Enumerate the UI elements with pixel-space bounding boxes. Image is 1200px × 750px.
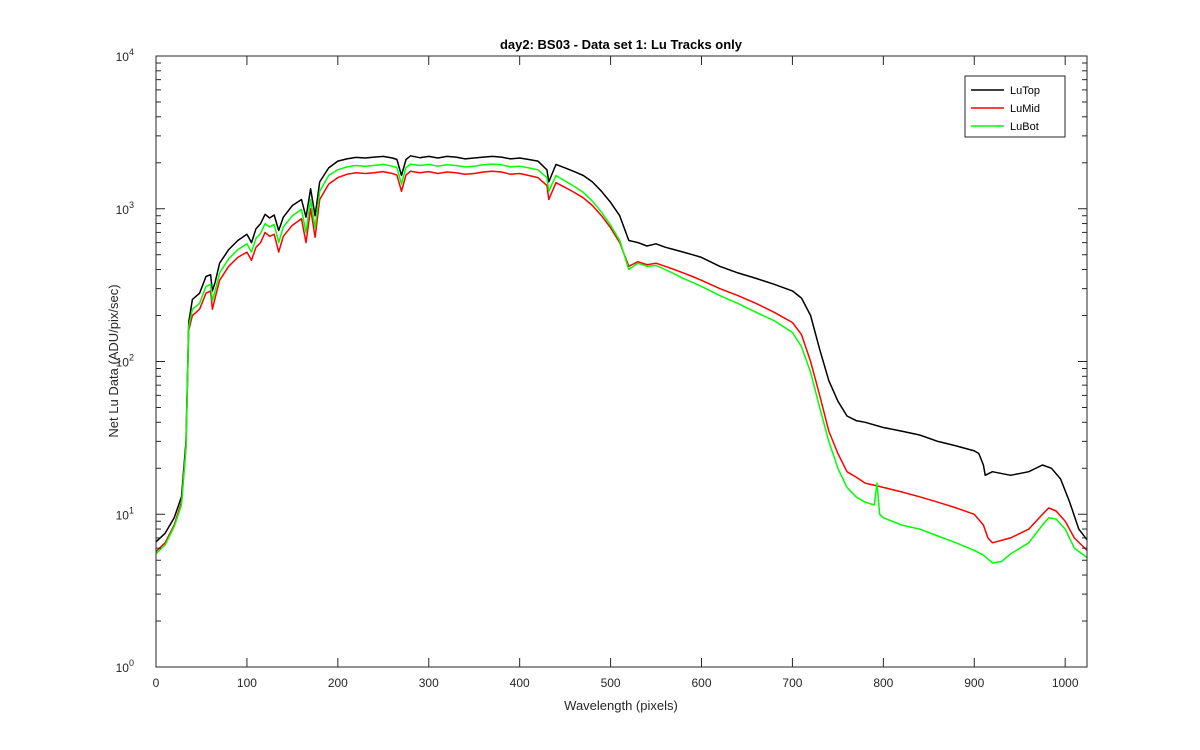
x-tick-labels: 0 100 200 300 400 500 600 700 800 900 1000 bbox=[153, 676, 1079, 690]
legend-label-lubot: LuBot bbox=[1010, 121, 1039, 133]
legend-items: LuTop LuMid LuBot bbox=[971, 85, 1040, 133]
y-tick-label: 103 bbox=[116, 200, 134, 217]
x-tick-label: 600 bbox=[691, 676, 711, 690]
y-tick-label: 104 bbox=[116, 47, 134, 64]
legend-label-lutop: LuTop bbox=[1010, 85, 1040, 97]
series-layer bbox=[155, 155, 1088, 564]
tick-layer bbox=[155, 55, 1087, 668]
legend: LuTop LuMid LuBot bbox=[964, 75, 1066, 138]
x-tick-label: 300 bbox=[419, 676, 439, 690]
y-tick-label: 102 bbox=[116, 353, 134, 370]
legend-box bbox=[964, 75, 1066, 138]
series-line-lumid bbox=[155, 170, 1088, 553]
x-tick-label: 800 bbox=[873, 676, 893, 690]
plot-area bbox=[156, 56, 1087, 667]
series-line-lubot bbox=[155, 163, 1088, 564]
legend-label-lumid: LuMid bbox=[1010, 103, 1040, 115]
y-tick-label: 100 bbox=[116, 658, 134, 675]
x-tick-label: 100 bbox=[237, 676, 257, 690]
x-tick-label: 200 bbox=[328, 676, 348, 690]
chart-title: day2: BS03 - Data set 1: Lu Tracks only bbox=[500, 37, 743, 52]
y-tick-label: 101 bbox=[116, 505, 134, 522]
x-axis-title: Wavelength (pixels) bbox=[564, 698, 678, 713]
x-tick-label: 500 bbox=[601, 676, 621, 690]
x-tick-label: 900 bbox=[964, 676, 984, 690]
x-tick-label: 400 bbox=[510, 676, 530, 690]
x-tick-label: 700 bbox=[782, 676, 802, 690]
x-tick-label: 1000 bbox=[1052, 676, 1079, 690]
series-line-lutop bbox=[155, 155, 1088, 543]
x-tick-label: 0 bbox=[153, 676, 160, 690]
y-axis-title: Net Lu Data (ADU/pix/sec) bbox=[106, 284, 121, 437]
y-tick-labels: 100 101 102 103 104 bbox=[116, 47, 134, 675]
